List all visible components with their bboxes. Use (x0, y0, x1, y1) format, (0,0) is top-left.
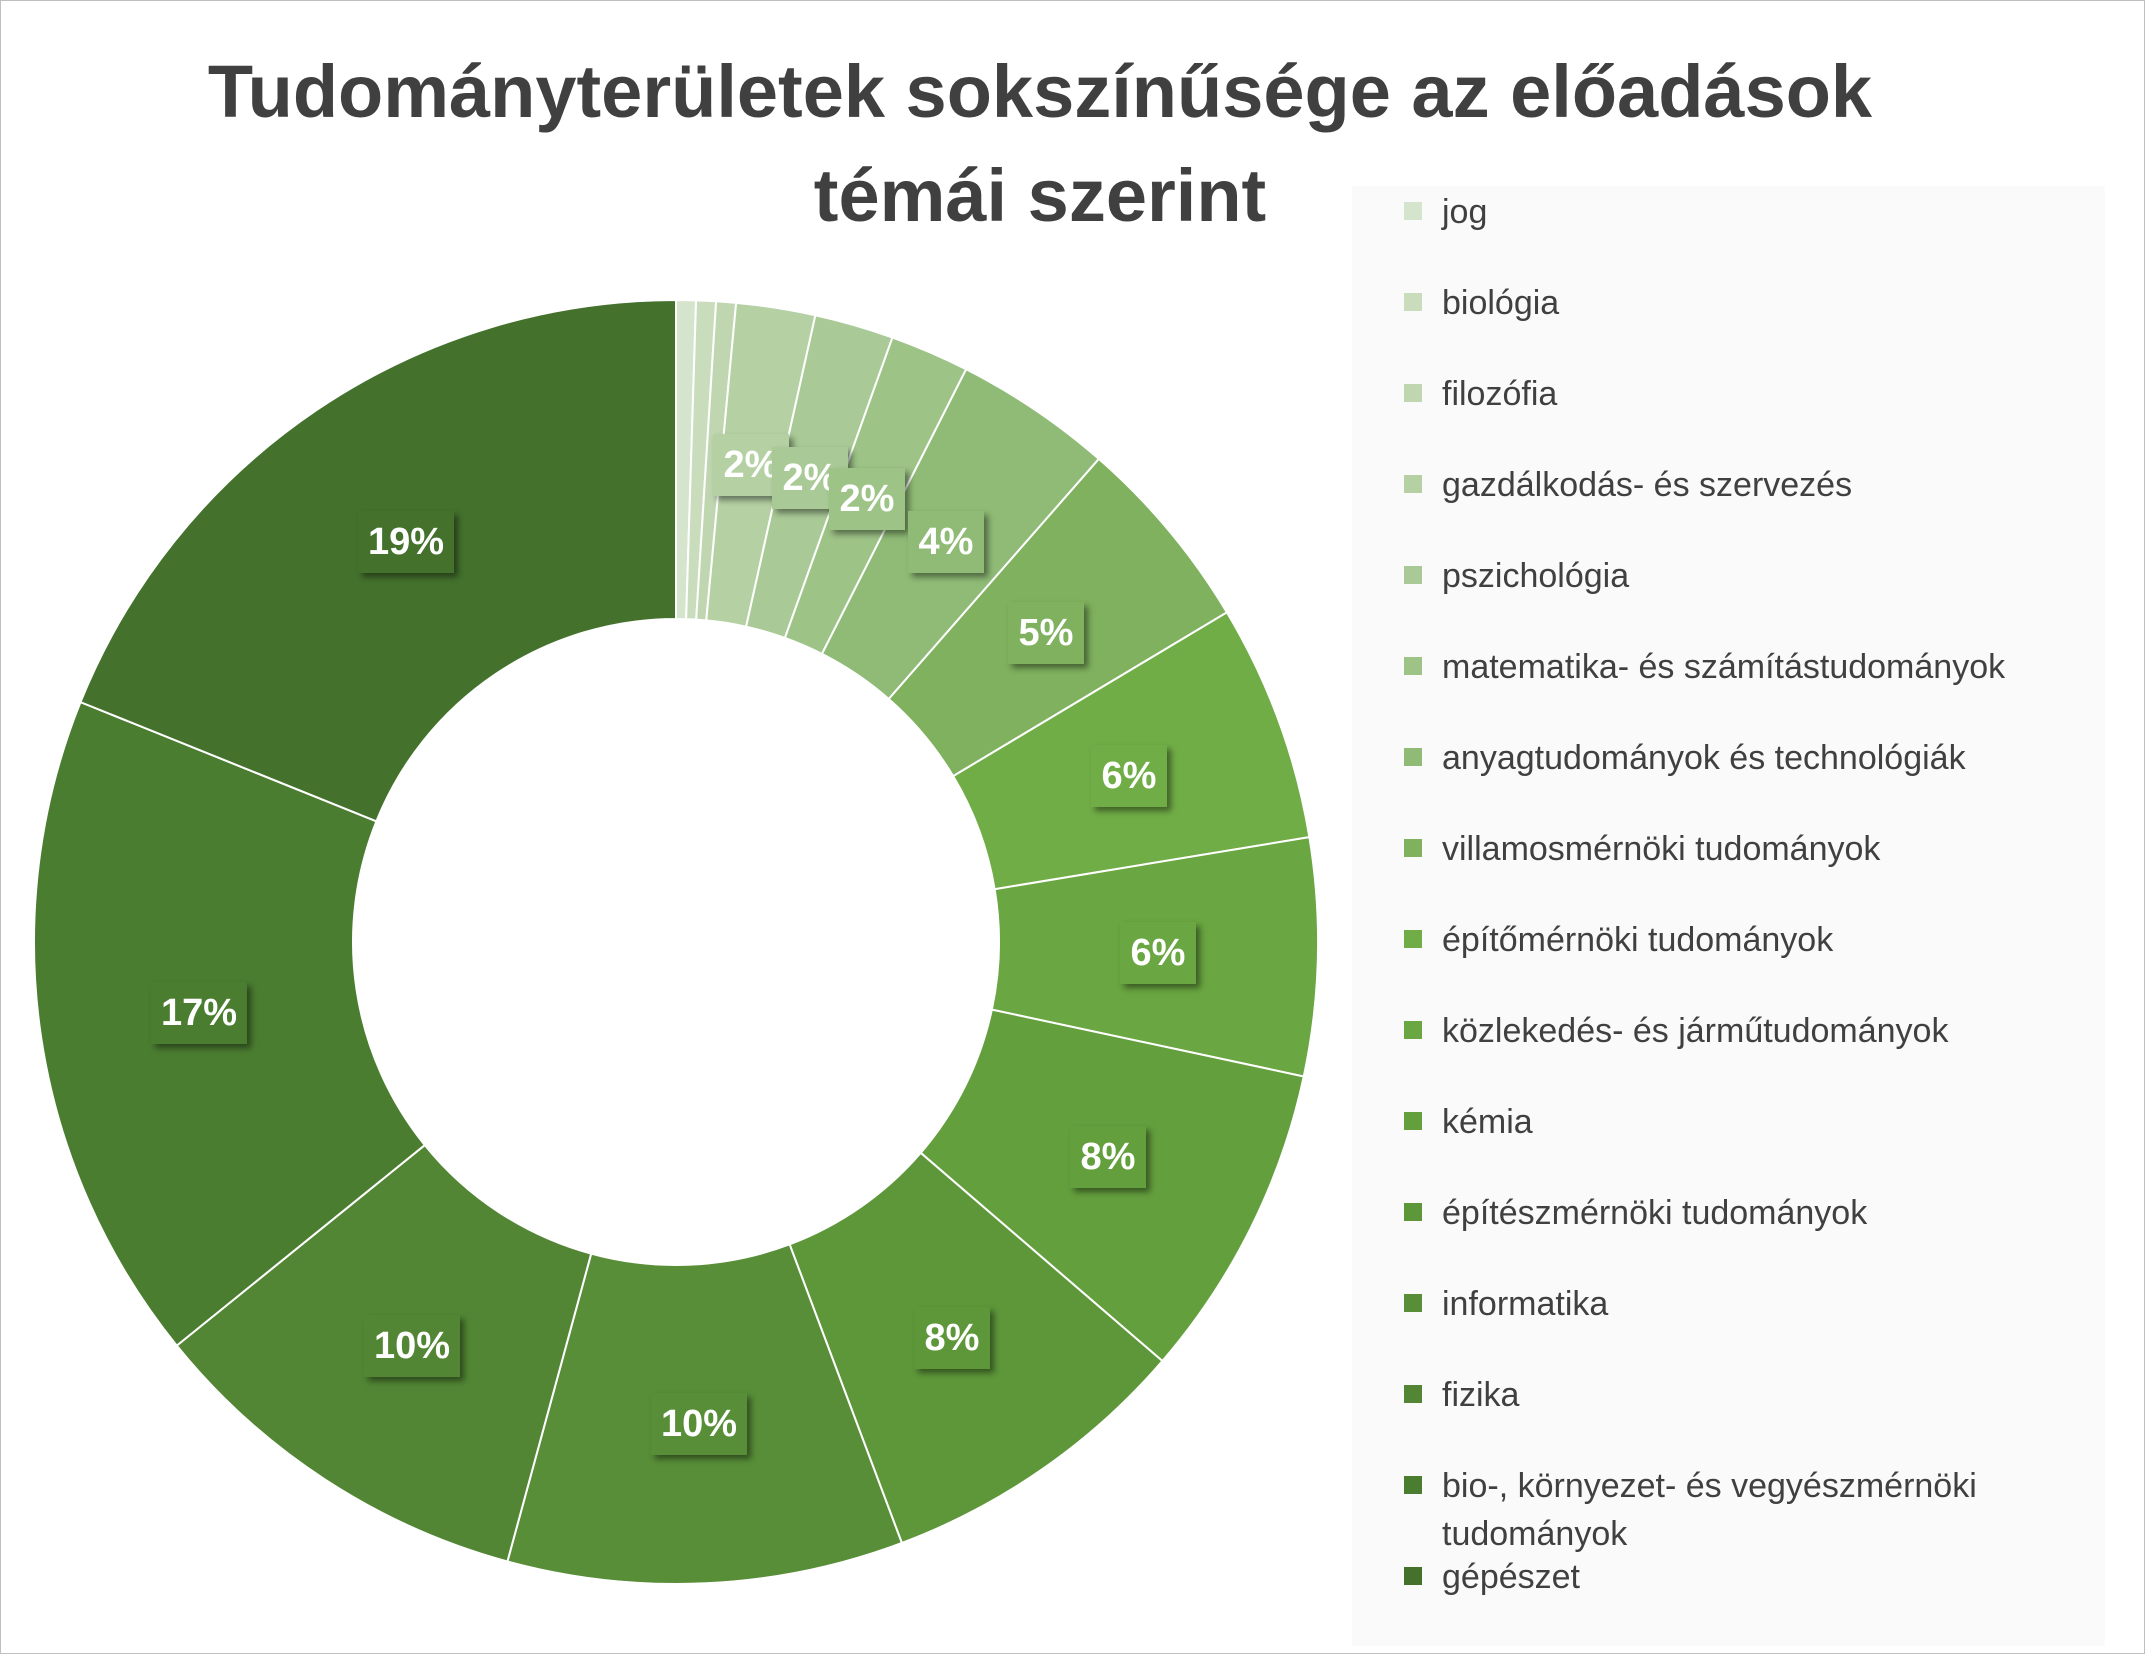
legend-swatch (1404, 1203, 1422, 1221)
legend-label: gazdálkodás- és szervezés (1442, 466, 1853, 504)
legend-item: közlekedés- és járműtudományok (1404, 1007, 2082, 1055)
data-label: 10% (364, 1315, 460, 1377)
legend-item: építőmérnöki tudományok (1404, 916, 2082, 964)
legend-swatch (1404, 1021, 1422, 1039)
legend-item: gazdálkodás- és szervezés (1404, 461, 2082, 509)
data-label: 8% (914, 1307, 990, 1369)
legend-item: biológia (1404, 279, 2082, 327)
legend-swatch (1404, 384, 1422, 402)
legend-label: építőmérnöki tudományok (1442, 921, 1834, 959)
legend-swatch (1404, 566, 1422, 584)
data-label: 5% (1008, 602, 1084, 664)
legend-swatch (1404, 293, 1422, 311)
legend-label: villamosmérnöki tudományok (1442, 830, 1881, 868)
legend-item: gépészet (1404, 1553, 2082, 1601)
chart-title: Tudományterületek sokszínűsége az előadá… (207, 50, 1873, 237)
legend-label: közlekedés- és járműtudományok (1442, 1012, 1949, 1050)
legend-label: építészmérnöki tudományok (1442, 1194, 1868, 1232)
legend-swatch (1404, 1385, 1422, 1403)
legend-item: jog (1404, 188, 2082, 236)
data-label: 19% (358, 511, 454, 573)
legend-swatch (1404, 657, 1422, 675)
legend-item: anyagtudományok és technológiák (1404, 734, 2082, 782)
legend-label: pszichológia (1442, 557, 1630, 595)
legend-label: kémia (1442, 1103, 1533, 1141)
legend-swatch (1404, 839, 1422, 857)
data-label: 17% (151, 982, 247, 1044)
legend-item: pszichológia (1404, 552, 2082, 600)
legend-item: filozófia (1404, 370, 2082, 418)
legend-swatch (1404, 475, 1422, 493)
data-label: 4% (908, 511, 984, 573)
data-label: 2% (829, 468, 905, 530)
legend-label: bio-, környezet- és vegyészmérnöki tudom… (1442, 1467, 1977, 1553)
legend-label: gépészet (1442, 1558, 1580, 1596)
legend-swatch (1404, 202, 1422, 220)
legend-swatch (1404, 1567, 1422, 1585)
data-label: 6% (1091, 745, 1167, 807)
legend-label: filozófia (1442, 375, 1558, 413)
legend-swatch (1404, 1294, 1422, 1312)
legend-label: matematika- és számítástudományok (1442, 648, 2006, 686)
legend-item: matematika- és számítástudományok (1404, 643, 2082, 691)
legend-item: építészmérnöki tudományok (1404, 1189, 2082, 1237)
legend-item: fizika (1404, 1371, 2082, 1419)
legend-swatch (1404, 1112, 1422, 1130)
legend-label: fizika (1442, 1376, 1520, 1414)
legend-item: informatika (1404, 1280, 2082, 1328)
legend-swatch (1404, 748, 1422, 766)
data-label: 8% (1070, 1126, 1146, 1188)
legend-label: informatika (1442, 1285, 1609, 1323)
legend-label: jog (1442, 193, 1488, 231)
data-label: 6% (1120, 922, 1196, 984)
legend-item: kémia (1404, 1098, 2082, 1146)
legend-swatch (1404, 930, 1422, 948)
legend-item: bio-, környezet- és vegyészmérnöki tudom… (1404, 1462, 2082, 1558)
legend-item: villamosmérnöki tudományok (1404, 825, 2082, 873)
legend-label: biológia (1442, 284, 1560, 322)
legend: jog biológia filozófia gazdálkodás- és szer… (1352, 186, 2105, 1646)
legend-label: anyagtudományok és technológiák (1442, 739, 1966, 777)
data-label: 10% (651, 1393, 747, 1455)
legend-swatch (1404, 1476, 1422, 1494)
